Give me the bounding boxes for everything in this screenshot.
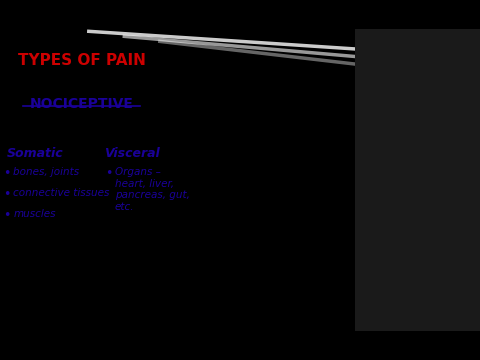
Text: Somatic: Somatic	[7, 148, 64, 161]
Text: connective tissues: connective tissues	[13, 188, 110, 198]
Text: Organs –
heart, liver,
pancreas, gut,
etc.: Organs – heart, liver, pancreas, gut, et…	[115, 167, 190, 212]
Text: •: •	[3, 188, 11, 201]
Text: Peripheral: Peripheral	[273, 279, 338, 289]
Text: Visceral: Visceral	[104, 148, 159, 161]
Text: Deafferentation: Deafferentation	[110, 279, 210, 289]
Text: TYPES OF PAIN: TYPES OF PAIN	[18, 53, 145, 68]
Text: •: •	[3, 209, 11, 222]
Text: bones, joints: bones, joints	[13, 167, 80, 177]
Text: NEUROPATHIC: NEUROPATHIC	[197, 97, 307, 111]
Text: •: •	[3, 167, 11, 180]
Text: NOCICEPTIVE: NOCICEPTIVE	[30, 97, 133, 111]
Text: •: •	[105, 167, 112, 180]
Text: muscles: muscles	[13, 209, 56, 219]
Text: Sympathetic
Maintained: Sympathetic Maintained	[174, 279, 252, 301]
